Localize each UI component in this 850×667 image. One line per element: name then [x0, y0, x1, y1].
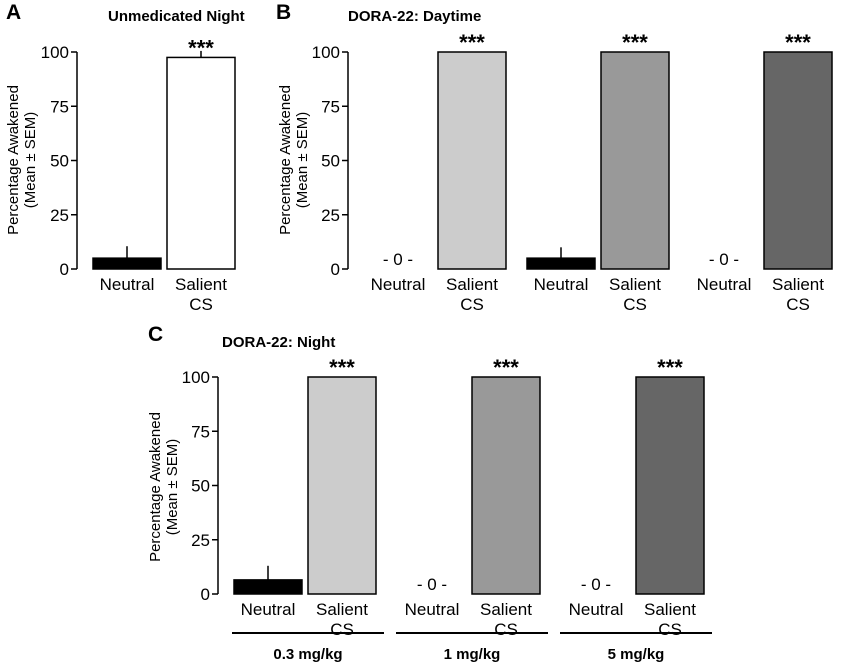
x-category-label-line: CS — [330, 620, 354, 639]
x-category-label-line: Salient — [446, 275, 498, 294]
y-axis-label-line: Percentage Awakened — [5, 85, 22, 235]
bar — [526, 257, 596, 270]
x-category-label: Neutral — [371, 275, 426, 294]
x-category-label: Neutral — [405, 600, 460, 619]
x-category-label-line: CS — [189, 295, 213, 314]
x-category-label: Neutral — [697, 275, 752, 294]
y-axis-label-line: Percentage Awakened — [147, 412, 164, 562]
y-tick-label: 75 — [321, 97, 340, 116]
x-category-label-line: Neutral — [697, 275, 752, 294]
panel-title: DORA-22: Night — [222, 334, 335, 351]
group-label: 5 mg/kg — [608, 646, 665, 663]
y-tick-label: 0 — [201, 585, 210, 604]
panel-c: C DORA-22: Night 0 25 50 75 100 Percentage Awak… — [147, 323, 712, 663]
x-category-label-line: Salient — [772, 275, 824, 294]
x-category-label: Neutral — [534, 275, 589, 294]
panel-letter: A — [6, 1, 21, 24]
x-category-label-line: Salient — [316, 600, 368, 619]
panel-a: A Unmedicated Night 0 25 50 75 100 Percentage A… — [5, 1, 245, 314]
x-category-label-line: Neutral — [569, 600, 624, 619]
y-tick-label: 0 — [60, 260, 69, 279]
x-category-label-line: Salient — [480, 600, 532, 619]
x-category-label: Neutral — [241, 600, 296, 619]
y-tick-label: 50 — [321, 152, 340, 171]
significance-marker: *** — [459, 30, 485, 55]
x-category-label: Salient CS — [446, 275, 498, 314]
y-tick-label: 25 — [321, 206, 340, 225]
x-category-label-line: CS — [623, 295, 647, 314]
zero-label: - 0 - — [709, 250, 739, 269]
panel-b: B DORA-22: Daytime 0 25 50 75 100 Percentage Aw… — [276, 1, 833, 314]
bar — [437, 51, 507, 270]
panel-title: Unmedicated Night — [108, 8, 245, 25]
y-tick-label: 100 — [41, 43, 69, 62]
zero-label: - 0 - — [581, 575, 611, 594]
x-category-label-line: CS — [460, 295, 484, 314]
y-axis-label-line: (Mean ± SEM) — [22, 112, 39, 209]
y-tick-label: 25 — [50, 206, 69, 225]
y-tick-label: 50 — [50, 152, 69, 171]
y-axis-label: Percentage Awakened(Mean ± SEM) — [5, 85, 39, 235]
y-tick-label: 75 — [50, 97, 69, 116]
x-category-label-line: CS — [658, 620, 682, 639]
x-category-label-line: Neutral — [405, 600, 460, 619]
x-category-label: Salient CS — [480, 600, 532, 639]
significance-marker: *** — [657, 355, 683, 380]
bar — [600, 51, 670, 270]
x-category-label-line: Salient — [609, 275, 661, 294]
x-category-label-line: Neutral — [241, 600, 296, 619]
bar — [92, 257, 162, 270]
panel-letter: C — [148, 323, 163, 346]
y-tick-label: 50 — [191, 477, 210, 496]
significance-marker: *** — [329, 355, 355, 380]
x-category-label: Salient CS — [609, 275, 661, 314]
panel-letter: B — [276, 1, 291, 24]
x-category-label-line: Salient — [175, 275, 227, 294]
x-category-label: Neutral — [100, 275, 155, 294]
significance-marker: *** — [188, 35, 214, 60]
x-category-label-line: CS — [494, 620, 518, 639]
y-tick-label: 75 — [191, 422, 210, 441]
y-axis-label: Percentage Awakened(Mean ± SEM) — [277, 85, 311, 235]
y-axis-label-line: Percentage Awakened — [277, 85, 294, 235]
zero-label: - 0 - — [383, 250, 413, 269]
bar — [166, 56, 236, 270]
y-tick-label: 100 — [312, 43, 340, 62]
y-tick-label: 0 — [331, 260, 340, 279]
group-label: 1 mg/kg — [444, 646, 501, 663]
x-category-label: Salient CS — [644, 600, 696, 639]
y-axis-label-line: (Mean ± SEM) — [294, 112, 311, 209]
bar — [635, 376, 705, 595]
y-axis-label-line: (Mean ± SEM) — [164, 439, 181, 536]
x-category-label: Salient CS — [772, 275, 824, 314]
zero-label: - 0 - — [417, 575, 447, 594]
panel-title: DORA-22: Daytime — [348, 8, 481, 25]
bar — [233, 579, 303, 595]
x-category-label: Salient CS — [316, 600, 368, 639]
y-tick-label: 25 — [191, 531, 210, 550]
bar — [763, 51, 833, 270]
y-axis-label: Percentage Awakened(Mean ± SEM) — [147, 412, 181, 562]
x-category-label-line: Neutral — [371, 275, 426, 294]
x-category-label-line: CS — [786, 295, 810, 314]
x-category-label-line: Neutral — [534, 275, 589, 294]
bar — [307, 376, 377, 595]
x-category-label: Salient CS — [175, 275, 227, 314]
y-tick-label: 100 — [182, 368, 210, 387]
significance-marker: *** — [622, 30, 648, 55]
x-category-label: Neutral — [569, 600, 624, 619]
x-category-label-line: Neutral — [100, 275, 155, 294]
x-category-label-line: Salient — [644, 600, 696, 619]
significance-marker: *** — [785, 30, 811, 55]
significance-marker: *** — [493, 355, 519, 380]
group-label: 0.3 mg/kg — [273, 646, 342, 663]
bar — [471, 376, 541, 595]
